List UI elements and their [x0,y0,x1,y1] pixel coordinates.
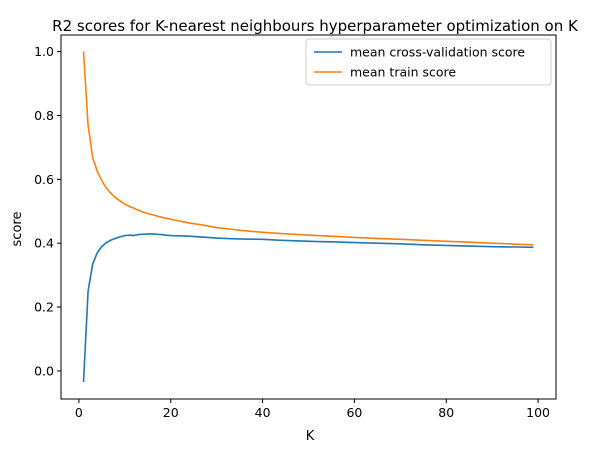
y-tick-label: 0.8 [34,108,54,123]
legend-box [305,38,552,86]
chart-title: R2 scores for K-nearest neighbours hyper… [52,17,579,35]
y-tick-label: 0.4 [34,236,54,251]
y-tick-label: 1.0 [34,44,54,59]
legend-label: mean train score [350,65,456,80]
x-tick-label: 60 [346,405,362,420]
plot-area [60,34,557,400]
series-line-2 [82,51,534,246]
series-group [82,51,534,383]
x-tick-label: 20 [163,405,179,420]
y-tick-label: 0.0 [34,363,54,378]
x-tick-label: 40 [255,405,271,420]
y-tick-label: 0.6 [34,172,54,187]
x-tick-label: 80 [438,405,454,420]
x-axis-label: K [306,429,315,444]
series-line-1 [82,233,534,383]
legend: mean cross-validation score mean train sc… [305,38,552,86]
x-tick-label: 0 [75,405,83,420]
x-tick-label: 100 [526,405,550,420]
y-axis-label: score [10,212,25,247]
legend-label: mean cross-validation score [350,45,525,60]
y-axis-ticks: 0.0 0.2 0.4 0.6 0.8 1.0 [34,44,61,378]
x-axis-ticks: 0 20 40 60 80 100 [75,399,550,420]
y-tick-label: 0.2 [34,300,54,315]
